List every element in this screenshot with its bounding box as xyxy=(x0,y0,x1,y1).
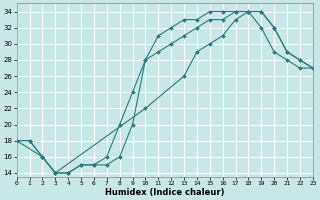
X-axis label: Humidex (Indice chaleur): Humidex (Indice chaleur) xyxy=(105,188,224,197)
